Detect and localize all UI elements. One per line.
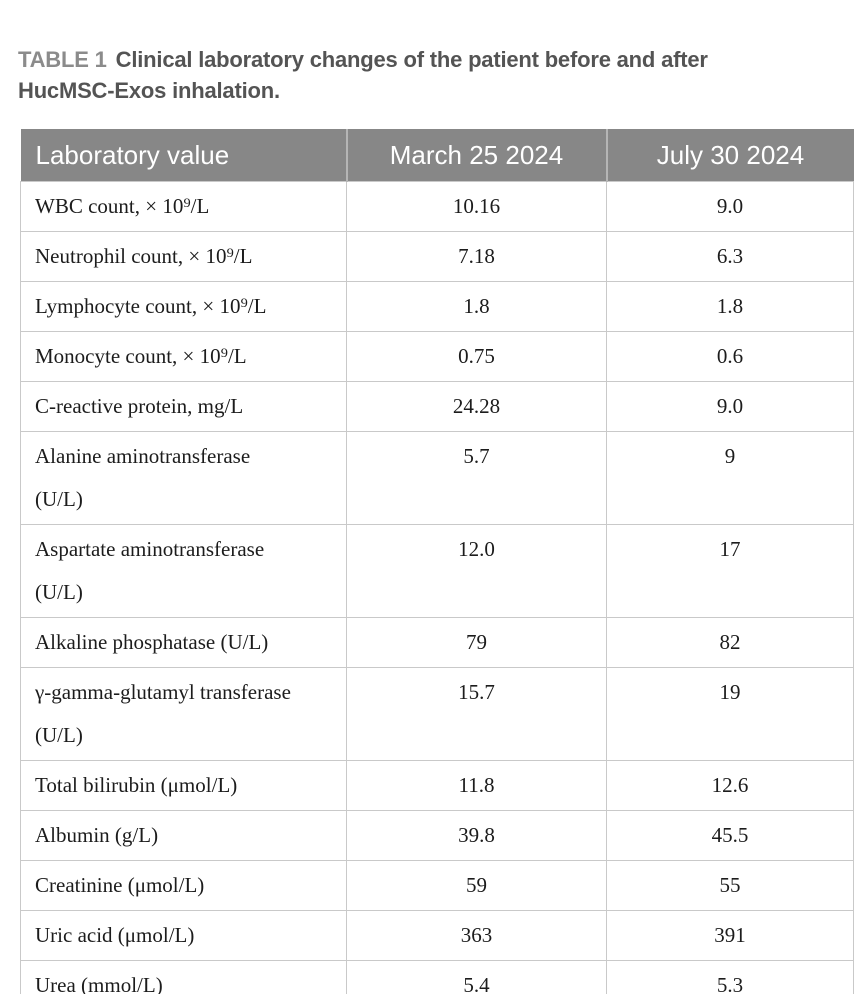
value-july-30-2024: 5.3 <box>606 960 854 994</box>
table-row: Total bilirubin (μmol/L) 11.8 12.6 <box>20 760 854 811</box>
value-july-30-2024: 1.8 <box>606 281 854 332</box>
table-row: Creatinine (μmol/L) 59 55 <box>20 860 854 911</box>
value-march-25-2024: 11.8 <box>346 760 607 811</box>
value-july-30-2024: 12.6 <box>606 760 854 811</box>
table-row: Monocyte count, × 10⁹/L 0.75 0.6 <box>20 331 854 382</box>
row-label: Creatinine (μmol/L) <box>20 860 347 911</box>
row-label: Urea (mmol/L) <box>20 960 347 994</box>
value-july-30-2024: 82 <box>606 617 854 668</box>
table-row: Albumin (g/L) 39.8 45.5 <box>20 810 854 861</box>
table-row: WBC count, × 10⁹/L 10.16 9.0 <box>20 181 854 232</box>
row-label: Monocyte count, × 10⁹/L <box>20 331 347 382</box>
table-row: Urea (mmol/L) 5.4 5.3 <box>20 960 854 994</box>
table-row: Uric acid (μmol/L) 363 391 <box>20 910 854 961</box>
table-header: Laboratory value March 25 2024 July 30 2… <box>20 129 854 182</box>
table-row: Lymphocyte count, × 10⁹/L 1.8 1.8 <box>20 281 854 332</box>
value-march-25-2024: 5.7 <box>346 431 607 525</box>
value-july-30-2024: 9.0 <box>606 381 854 432</box>
value-july-30-2024: 0.6 <box>606 331 854 382</box>
table-row: Alanine aminotransferase (U/L) 5.7 9 <box>20 431 854 525</box>
row-label: Total bilirubin (μmol/L) <box>20 760 347 811</box>
value-march-25-2024: 39.8 <box>346 810 607 861</box>
column-header-laboratory-value: Laboratory value <box>20 129 347 182</box>
value-july-30-2024: 9 <box>606 431 854 525</box>
value-march-25-2024: 79 <box>346 617 607 668</box>
value-march-25-2024: 363 <box>346 910 607 961</box>
value-march-25-2024: 10.16 <box>346 181 607 232</box>
row-label: Alanine aminotransferase (U/L) <box>20 431 347 525</box>
table-row: Alkaline phosphatase (U/L) 79 82 <box>20 617 854 668</box>
row-label: C-reactive protein, mg/L <box>20 381 347 432</box>
table-row: Neutrophil count, × 10⁹/L 7.18 6.3 <box>20 231 854 282</box>
table-row: γ-gamma-glutamyl transferase (U/L) 15.7 19 <box>20 667 854 761</box>
value-march-25-2024: 12.0 <box>346 524 607 618</box>
value-july-30-2024: 55 <box>606 860 854 911</box>
table-body: WBC count, × 10⁹/L 10.16 9.0 Neutrophil cou… <box>20 181 854 994</box>
value-july-30-2024: 17 <box>606 524 854 618</box>
lab-values-table: Laboratory value March 25 2024 July 30 2… <box>20 129 854 994</box>
row-label: Albumin (g/L) <box>20 810 347 861</box>
value-march-25-2024: 15.7 <box>346 667 607 761</box>
value-july-30-2024: 9.0 <box>606 181 854 232</box>
table-row: C-reactive protein, mg/L 24.28 9.0 <box>20 381 854 432</box>
column-header-july-30-2024: July 30 2024 <box>605 129 854 182</box>
value-march-25-2024: 5.4 <box>346 960 607 994</box>
table-header-row: Laboratory value March 25 2024 July 30 2… <box>20 129 854 182</box>
value-july-30-2024: 19 <box>606 667 854 761</box>
value-july-30-2024: 6.3 <box>606 231 854 282</box>
value-march-25-2024: 7.18 <box>346 231 607 282</box>
row-label: Lymphocyte count, × 10⁹/L <box>20 281 347 332</box>
row-label: Aspartate aminotransferase (U/L) <box>20 524 347 618</box>
value-july-30-2024: 45.5 <box>606 810 854 861</box>
value-july-30-2024: 391 <box>606 910 854 961</box>
row-label: γ-gamma-glutamyl transferase (U/L) <box>20 667 347 761</box>
row-label: Alkaline phosphatase (U/L) <box>20 617 347 668</box>
row-label: Uric acid (μmol/L) <box>20 910 347 961</box>
table-caption: TABLE 1 Clinical laboratory changes of th… <box>18 13 854 106</box>
value-march-25-2024: 0.75 <box>346 331 607 382</box>
value-march-25-2024: 1.8 <box>346 281 607 332</box>
value-march-25-2024: 59 <box>346 860 607 911</box>
table-row: Aspartate aminotransferase (U/L) 12.0 17 <box>20 524 854 618</box>
table-caption-label: TABLE 1 <box>18 47 107 72</box>
row-label: WBC count, × 10⁹/L <box>20 181 347 232</box>
value-march-25-2024: 24.28 <box>346 381 607 432</box>
column-header-march-25-2024: March 25 2024 <box>345 129 607 182</box>
row-label: Neutrophil count, × 10⁹/L <box>20 231 347 282</box>
table-caption-text: Clinical laboratory changes of the patie… <box>18 47 708 103</box>
